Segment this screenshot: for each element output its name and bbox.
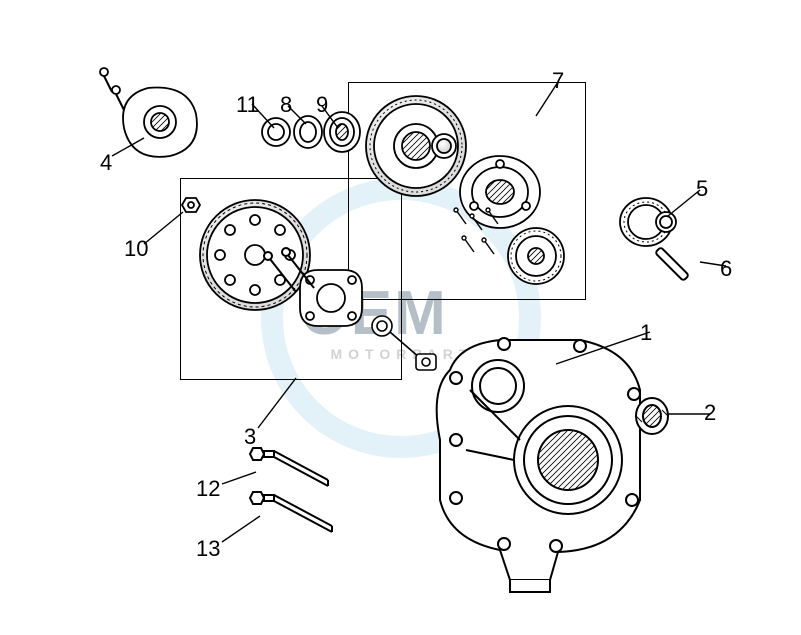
part-oil-pump-gear: [200, 200, 310, 310]
parts-drawing: [0, 0, 801, 635]
callout-10: 10: [124, 236, 148, 262]
part-crankcase-cover: [437, 338, 640, 592]
part-bearing: [324, 112, 360, 152]
callout-2: 2: [704, 400, 716, 426]
part-washer: [294, 116, 322, 148]
part-idle-gear: [508, 228, 564, 284]
callout-7: 7: [552, 68, 564, 94]
callout-3: 3: [244, 424, 256, 450]
part-nut: [182, 198, 200, 212]
part-pump-rotor: [372, 316, 436, 370]
callout-12: 12: [196, 476, 220, 502]
callout-8: 8: [280, 92, 292, 118]
part-oil-pump-body: [300, 270, 362, 326]
part-bolt-13: [250, 492, 332, 532]
callout-9: 9: [316, 92, 328, 118]
callout-11: 11: [236, 92, 259, 118]
part-starter-ring-gear: [366, 96, 466, 196]
callout-5: 5: [696, 176, 708, 202]
part-pinion-shaft: [655, 247, 689, 281]
callout-1: 1: [640, 320, 652, 346]
part-starter-pinion: [620, 198, 676, 246]
diagram-stage: OEM MOTORPARTS: [0, 0, 801, 635]
callout-13: 13: [196, 536, 220, 562]
part-oil-seal: [262, 118, 290, 146]
callout-6: 6: [720, 256, 732, 282]
callout-4: 4: [100, 150, 112, 176]
part-bolt-12: [250, 448, 328, 486]
part-bushing: [636, 398, 668, 434]
part-cover-plate: [100, 68, 197, 157]
